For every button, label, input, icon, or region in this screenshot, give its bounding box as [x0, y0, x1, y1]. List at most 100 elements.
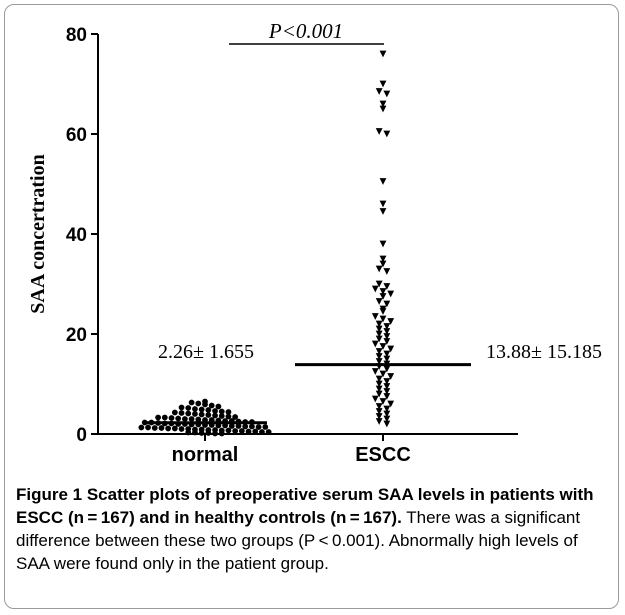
normal-point: [238, 428, 245, 434]
escc-point: [383, 333, 391, 340]
escc-point: [375, 353, 383, 360]
escc-point: [383, 415, 391, 423]
escc-point: [375, 390, 383, 398]
escc-point: [379, 100, 387, 108]
normal-point: [218, 430, 225, 437]
escc-point: [371, 285, 379, 293]
escc-point: [383, 283, 391, 290]
group-label-escc: 13.88± 15.185: [486, 341, 602, 363]
escc-point: [379, 343, 387, 350]
escc-point: [375, 403, 383, 410]
escc-point: [375, 298, 383, 305]
escc-point: [375, 128, 383, 135]
normal-point: [192, 411, 198, 417]
escc-point: [371, 340, 379, 348]
escc-point: [387, 373, 395, 380]
normal-point: [245, 428, 252, 435]
normal-point: [178, 426, 185, 432]
y-tick-label-80: 80: [66, 25, 87, 46]
caption-body: There was a significant difference betwe…: [16, 508, 581, 573]
normal-point: [225, 413, 232, 420]
normal-point: [155, 414, 162, 421]
normal-point: [198, 411, 205, 418]
escc-point: [383, 90, 391, 98]
y-ticks: 0 20 40 60 80: [66, 25, 98, 446]
normal-point: [195, 400, 202, 407]
normal-point: [259, 429, 265, 435]
normal-point: [158, 425, 165, 431]
significance-annotation: P<0.001: [229, 19, 384, 45]
mean-lines: [143, 363, 471, 425]
escc-point: [383, 130, 391, 138]
escc-point: [383, 393, 391, 400]
normal-point: [252, 428, 259, 435]
normal-point: [171, 425, 178, 432]
normal-point: [195, 416, 202, 423]
escc-point: [375, 348, 383, 355]
scatter-chart: 0 20 40 60 80 normal ESCC SAA concertration P…: [27, 19, 602, 466]
escc-point: [383, 268, 391, 275]
normal-point: [188, 399, 195, 406]
escc-point: [379, 288, 387, 295]
points-layer: [138, 50, 395, 437]
escc-point: [383, 350, 391, 358]
escc-point: [375, 408, 383, 415]
x-axis: normal ESCC: [98, 433, 518, 466]
normal-point: [202, 401, 208, 408]
normal-point: [161, 414, 168, 421]
escc-point: [379, 398, 387, 405]
normal-point: [242, 423, 249, 430]
escc-point: [383, 383, 391, 390]
escc-point: [383, 365, 391, 373]
normal-point: [218, 413, 225, 419]
normal-point: [198, 406, 205, 413]
escc-point: [379, 178, 387, 185]
escc-point: [375, 418, 383, 425]
escc-point: [387, 400, 395, 408]
escc-point: [379, 255, 387, 263]
escc-point: [379, 200, 387, 208]
escc-point: [375, 325, 383, 333]
normal-point: [188, 416, 195, 422]
normal-point: [208, 402, 215, 409]
escc-point: [383, 378, 391, 385]
normal-point: [175, 415, 182, 422]
y-axis-label: SAA concertration: [27, 154, 49, 313]
escc-point: [379, 240, 387, 248]
normal-point: [145, 424, 151, 431]
escc-point: [375, 335, 383, 343]
escc-point: [379, 293, 387, 300]
figure-frame: [4, 4, 619, 609]
escc-point: [375, 358, 383, 365]
escc-point: [379, 308, 387, 315]
escc-point: [379, 260, 387, 268]
escc-point: [379, 315, 387, 323]
normal-point: [185, 405, 192, 411]
normal-point: [185, 410, 192, 417]
normal-point: [205, 412, 212, 418]
escc-point: [379, 80, 387, 88]
caption-title: Figure 1 Scatter plots of preoperative s…: [16, 485, 594, 527]
escc-point: [379, 50, 387, 58]
normal-point: [218, 408, 225, 415]
normal-point: [182, 416, 188, 422]
normal-point: [232, 414, 239, 420]
normal-point: [178, 404, 185, 411]
y-tick-label-20: 20: [66, 325, 87, 346]
normal-point: [265, 429, 272, 435]
x-ticks: normal ESCC: [172, 434, 411, 466]
normal-point: [228, 423, 235, 429]
normal-point: [192, 429, 198, 436]
escc-point: [375, 88, 383, 95]
escc-point: [379, 105, 387, 113]
escc-point: [387, 290, 395, 298]
escc-point: [383, 328, 391, 335]
normal-point: [165, 425, 172, 432]
normal-point: [215, 403, 222, 410]
significance-label: P<0.001: [268, 19, 343, 43]
escc-point: [383, 410, 391, 418]
escc-point: [383, 405, 391, 413]
y-axis: 0 20 40 60 80: [66, 25, 99, 446]
normal-point: [212, 412, 218, 419]
escc-point: [387, 345, 395, 353]
